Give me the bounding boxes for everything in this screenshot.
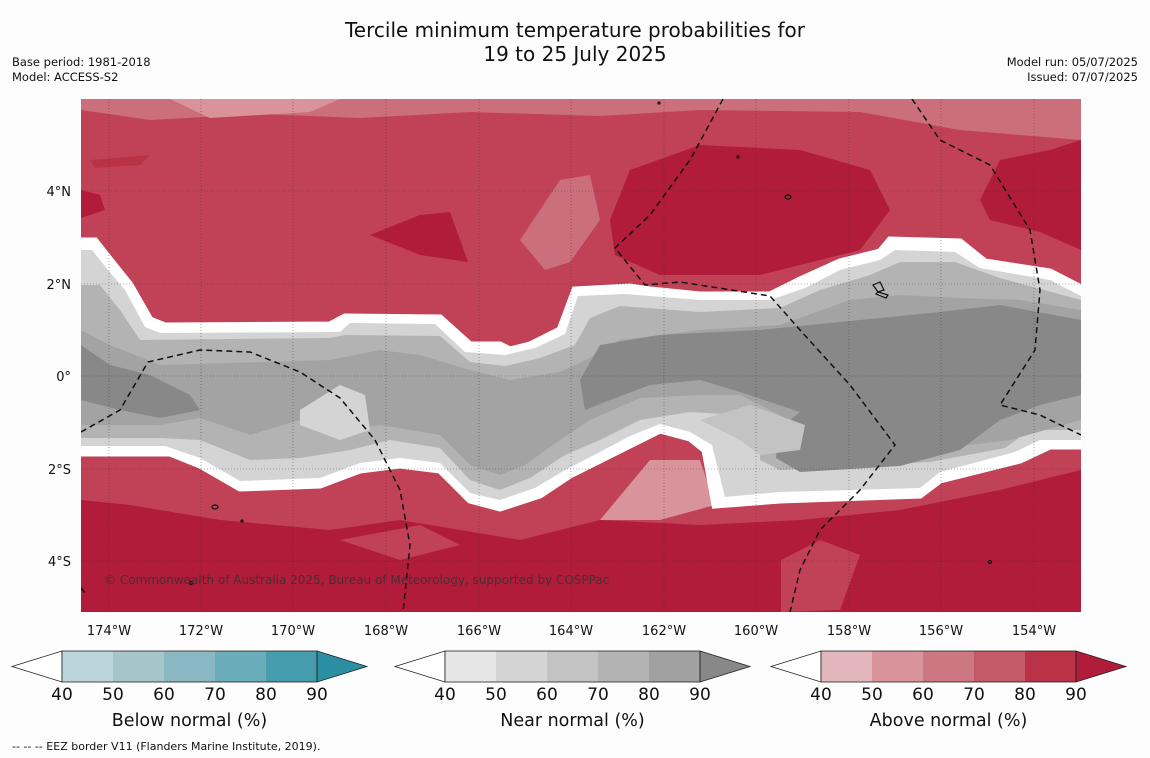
lon-label: 174°W: [87, 624, 131, 639]
colorbar-low-extend: [771, 651, 821, 682]
lon-label: 172°W: [179, 624, 223, 639]
colorbar-tick-label: 50: [861, 685, 883, 705]
lon-label: 158°W: [827, 624, 871, 639]
colorbar-tick-label: 50: [102, 685, 124, 705]
above-normal-colorbar: 40 50 60 70 80 90 Above normal (%): [771, 651, 1126, 731]
colorbar-segment: [974, 651, 1025, 682]
colorbar-segment: [598, 651, 649, 682]
colorbar-segment: [923, 651, 974, 682]
colorbars: 40 50 60 70 80 90 Below normal (%) 40 50 60 70 80 90…: [12, 651, 1126, 731]
colorbar-high-extend: [317, 651, 367, 682]
lon-label: 160°W: [734, 624, 778, 639]
colorbar-tick-label: 40: [434, 685, 456, 705]
colorbar-tick-label: 40: [810, 685, 832, 705]
colorbar-tick-label: 90: [689, 685, 711, 705]
colorbar-title: Near normal (%): [500, 711, 645, 731]
colorbar-tick-label: 90: [306, 685, 328, 705]
lat-label: 0°: [56, 370, 71, 385]
colorbar-tick-label: 70: [587, 685, 609, 705]
colorbar-tick-label: 60: [912, 685, 934, 705]
colorbar-segment: [547, 651, 598, 682]
colorbar-tick-label: 50: [485, 685, 507, 705]
map-plot-area: © Commonwealth of Australia 2025, Bureau…: [81, 99, 1081, 612]
colorbar-segment: [445, 651, 496, 682]
lon-label: 166°W: [457, 624, 501, 639]
colorbar-low-extend: [395, 651, 445, 682]
colorbar-tick-label: 60: [536, 685, 558, 705]
lon-label: 168°W: [364, 624, 408, 639]
below-normal-colorbar: 40 50 60 70 80 90 Below normal (%): [12, 651, 367, 731]
colorbar-high-extend: [700, 651, 750, 682]
colorbar-low-extend: [12, 651, 62, 682]
colorbar-segment: [496, 651, 547, 682]
near-normal-colorbar: 40 50 60 70 80 90 Near normal (%): [395, 651, 750, 731]
colorbar-segment: [1025, 651, 1076, 682]
colorbar-tick-label: 40: [51, 685, 73, 705]
colorbar-high-extend: [1076, 651, 1126, 682]
colorbar-segment: [215, 651, 266, 682]
colorbar-tick-label: 60: [153, 685, 175, 705]
colorbar-tick-label: 70: [204, 685, 226, 705]
colorbar-tick-label: 70: [963, 685, 985, 705]
lon-label: 156°W: [919, 624, 963, 639]
longitude-labels: 174°W 172°W 170°W 168°W 166°W 164°W 162°…: [87, 624, 1056, 639]
colorbar-segment: [821, 651, 872, 682]
copyright-text: © Commonwealth of Australia 2025, Bureau…: [104, 573, 609, 587]
colorbar-segment: [62, 651, 113, 682]
lon-label: 164°W: [549, 624, 593, 639]
lat-label: 4°S: [48, 555, 71, 570]
map-figure: © Commonwealth of Australia 2025, Bureau…: [0, 0, 1150, 758]
colorbar-segment: [266, 651, 317, 682]
colorbar-segment: [872, 651, 923, 682]
lat-label: 4°N: [47, 185, 72, 200]
lat-label: 2°S: [48, 463, 71, 478]
colorbar-tick-label: 80: [255, 685, 277, 705]
lon-label: 162°W: [642, 624, 686, 639]
lon-label: 170°W: [271, 624, 315, 639]
lat-label: 2°N: [47, 278, 72, 293]
colorbar-segment: [649, 651, 700, 682]
colorbar-tick-label: 80: [638, 685, 660, 705]
colorbar-segment: [113, 651, 164, 682]
colorbar-title: Below normal (%): [112, 711, 267, 731]
lon-label: 154°W: [1012, 624, 1056, 639]
eez-footnote: -- -- -- EEZ border V11 (Flanders Marine…: [12, 740, 320, 753]
latitude-labels: 4°N 2°N 0° 2°S 4°S: [47, 185, 72, 570]
colorbar-segment: [164, 651, 215, 682]
colorbar-tick-label: 80: [1014, 685, 1036, 705]
colorbar-title: Above normal (%): [870, 711, 1028, 731]
colorbar-tick-label: 90: [1065, 685, 1087, 705]
